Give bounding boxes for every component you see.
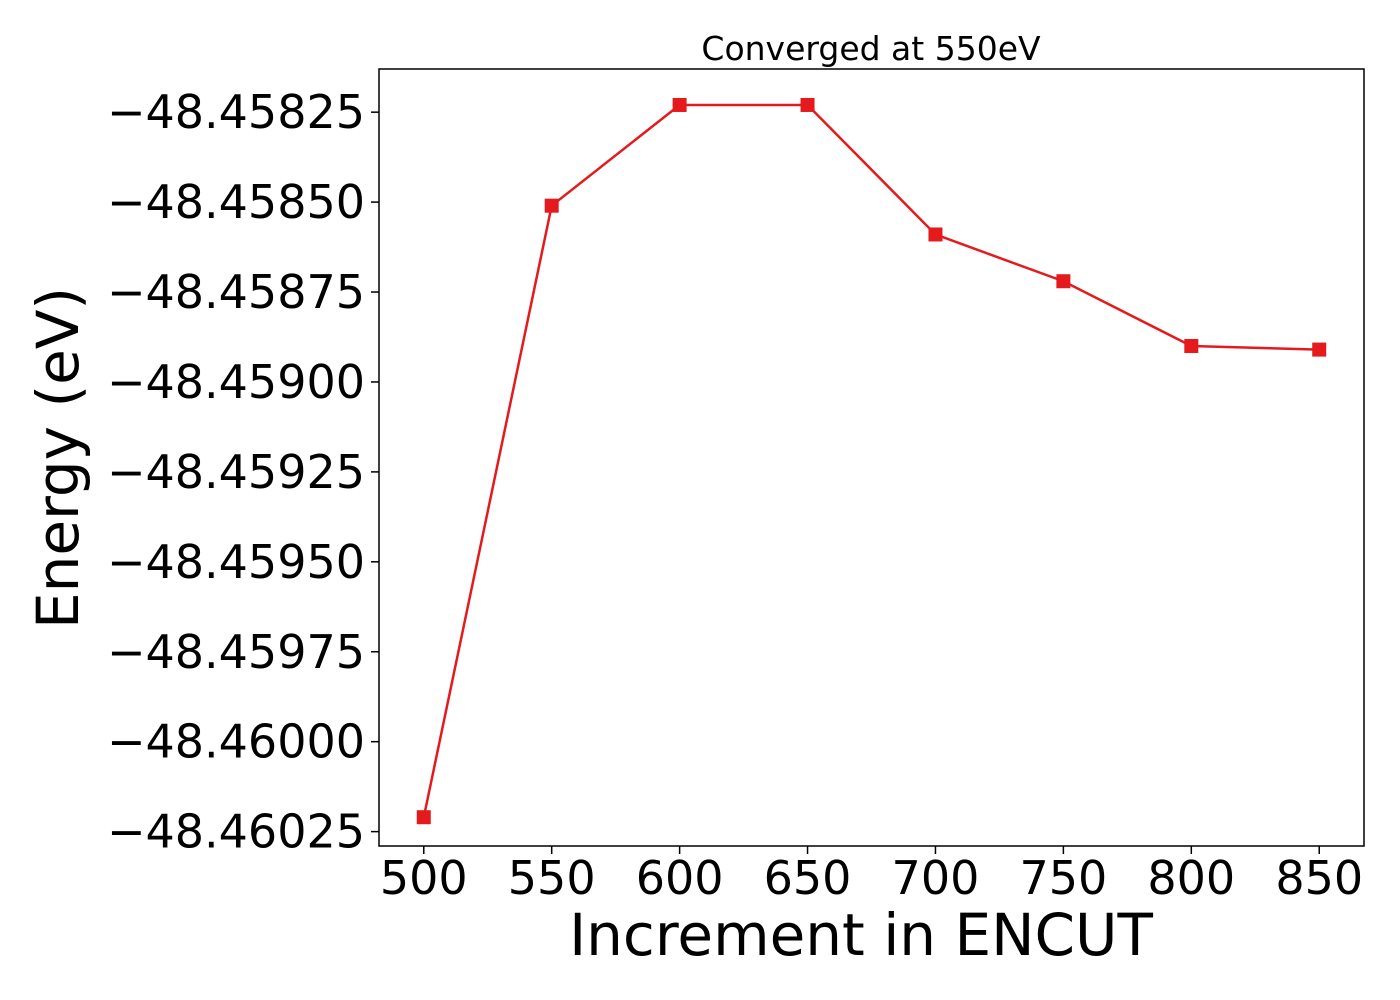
data-point (928, 227, 943, 242)
y-tick-label: −48.45850 (107, 175, 365, 229)
y-tick-label: −48.46000 (107, 715, 365, 769)
data-point (416, 810, 431, 825)
y-tick-label: −48.45825 (107, 85, 365, 139)
data-point (544, 198, 559, 213)
x-tick-label: 800 (1147, 851, 1235, 905)
y-axis-ticks: −48.45825 −48.45850 −48.45875 −48.45900 −48.… (107, 85, 379, 859)
series-group (416, 97, 1327, 825)
y-tick-label: −48.45900 (107, 355, 365, 409)
y-tick-label: −48.45950 (107, 535, 365, 589)
x-axis-label: Increment in ENCUT (569, 901, 1153, 969)
x-axis-ticks: 500 550 600 650 700 750 800 850 (380, 846, 1363, 905)
y-axis-label: Energy (eV) (24, 287, 92, 629)
series-line (422, 103, 1320, 818)
data-point (672, 97, 687, 112)
y-tick-label: −48.45875 (107, 265, 365, 319)
y-tick-label: −48.46025 (107, 805, 365, 859)
x-tick-label: 700 (892, 851, 980, 905)
x-tick-label: 750 (1019, 851, 1107, 905)
x-tick-label: 500 (380, 851, 468, 905)
data-point (1184, 338, 1199, 353)
y-tick-label: −48.45925 (107, 445, 365, 499)
data-point (800, 97, 815, 112)
data-point (1056, 274, 1071, 289)
y-tick-label: −48.45975 (107, 625, 365, 679)
data-point (1312, 342, 1327, 357)
plot-frame (378, 68, 1365, 847)
x-tick-label: 850 (1275, 851, 1363, 905)
x-tick-label: 600 (636, 851, 724, 905)
x-tick-label: 550 (508, 851, 596, 905)
chart-title: Converged at 550eV (701, 29, 1041, 68)
x-tick-label: 650 (764, 851, 852, 905)
